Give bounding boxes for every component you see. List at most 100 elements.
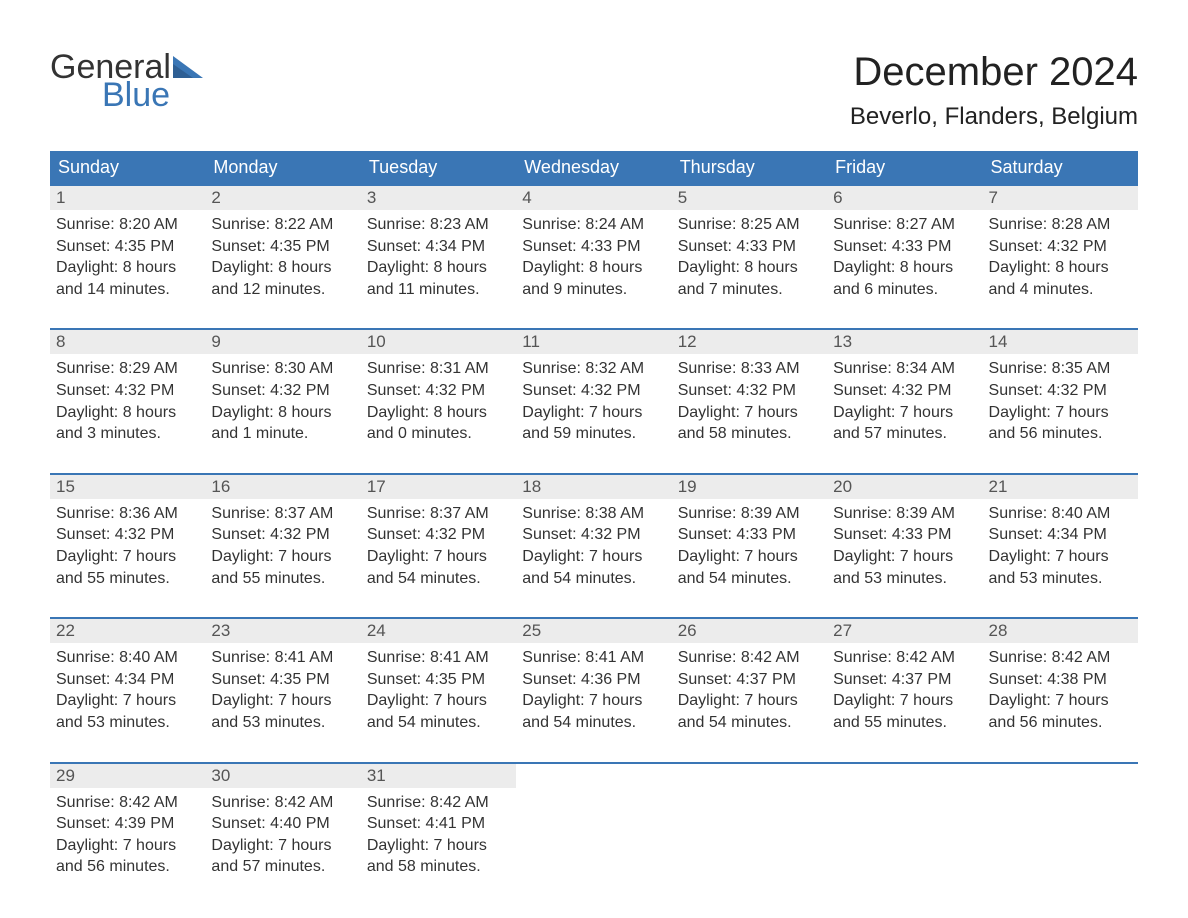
day-text: Sunrise: 8:31 AMSunset: 4:32 PMDaylight:…: [367, 354, 510, 444]
day-content-cell: Sunrise: 8:35 AMSunset: 4:32 PMDaylight:…: [983, 354, 1138, 473]
day-content-cell: Sunrise: 8:25 AMSunset: 4:33 PMDaylight:…: [672, 210, 827, 329]
day-number-cell: 11: [516, 329, 671, 354]
day-content-cell: Sunrise: 8:37 AMSunset: 4:32 PMDaylight:…: [205, 499, 360, 618]
day-number-cell: 5: [672, 185, 827, 210]
weekday-header-row: Sunday Monday Tuesday Wednesday Thursday…: [50, 151, 1138, 185]
day-content-cell: Sunrise: 8:20 AMSunset: 4:35 PMDaylight:…: [50, 210, 205, 329]
day-number-cell: 7: [983, 185, 1138, 210]
day-content-cell: Sunrise: 8:36 AMSunset: 4:32 PMDaylight:…: [50, 499, 205, 618]
day-text: Sunrise: 8:32 AMSunset: 4:32 PMDaylight:…: [522, 354, 665, 444]
day-number-cell: [827, 763, 982, 788]
day-content-cell: [983, 788, 1138, 906]
day-content-cell: Sunrise: 8:27 AMSunset: 4:33 PMDaylight:…: [827, 210, 982, 329]
day-text: Sunrise: 8:40 AMSunset: 4:34 PMDaylight:…: [56, 643, 199, 733]
daynum-row: 22232425262728: [50, 618, 1138, 643]
day-text: Sunrise: 8:39 AMSunset: 4:33 PMDaylight:…: [678, 499, 821, 589]
daynum-row: 293031: [50, 763, 1138, 788]
location: Beverlo, Flanders, Belgium: [850, 103, 1138, 131]
day-number-cell: 16: [205, 474, 360, 499]
day-content-cell: Sunrise: 8:32 AMSunset: 4:32 PMDaylight:…: [516, 354, 671, 473]
month-title: December 2024: [850, 50, 1138, 95]
day-number-cell: 10: [361, 329, 516, 354]
day-number-cell: 23: [205, 618, 360, 643]
day-content-cell: Sunrise: 8:37 AMSunset: 4:32 PMDaylight:…: [361, 499, 516, 618]
day-text: Sunrise: 8:25 AMSunset: 4:33 PMDaylight:…: [678, 210, 821, 300]
weekday-header: Tuesday: [361, 151, 516, 185]
day-content-cell: Sunrise: 8:30 AMSunset: 4:32 PMDaylight:…: [205, 354, 360, 473]
day-number-cell: 6: [827, 185, 982, 210]
weekday-header: Saturday: [983, 151, 1138, 185]
weekday-header: Sunday: [50, 151, 205, 185]
day-content-cell: Sunrise: 8:33 AMSunset: 4:32 PMDaylight:…: [672, 354, 827, 473]
day-number-cell: 25: [516, 618, 671, 643]
day-number-cell: 8: [50, 329, 205, 354]
day-text: Sunrise: 8:35 AMSunset: 4:32 PMDaylight:…: [989, 354, 1132, 444]
day-number-cell: 31: [361, 763, 516, 788]
day-content-cell: Sunrise: 8:23 AMSunset: 4:34 PMDaylight:…: [361, 210, 516, 329]
day-text: Sunrise: 8:37 AMSunset: 4:32 PMDaylight:…: [211, 499, 354, 589]
day-content-cell: Sunrise: 8:38 AMSunset: 4:32 PMDaylight:…: [516, 499, 671, 618]
day-text: Sunrise: 8:41 AMSunset: 4:35 PMDaylight:…: [367, 643, 510, 733]
day-number-cell: 13: [827, 329, 982, 354]
day-content-cell: Sunrise: 8:31 AMSunset: 4:32 PMDaylight:…: [361, 354, 516, 473]
day-number-cell: 2: [205, 185, 360, 210]
day-number-cell: 21: [983, 474, 1138, 499]
day-number-cell: 29: [50, 763, 205, 788]
day-text: Sunrise: 8:41 AMSunset: 4:36 PMDaylight:…: [522, 643, 665, 733]
day-text: Sunrise: 8:40 AMSunset: 4:34 PMDaylight:…: [989, 499, 1132, 589]
day-text: Sunrise: 8:42 AMSunset: 4:38 PMDaylight:…: [989, 643, 1132, 733]
day-content-cell: Sunrise: 8:40 AMSunset: 4:34 PMDaylight:…: [983, 499, 1138, 618]
day-content-row: Sunrise: 8:36 AMSunset: 4:32 PMDaylight:…: [50, 499, 1138, 618]
day-number-cell: 4: [516, 185, 671, 210]
day-text: Sunrise: 8:34 AMSunset: 4:32 PMDaylight:…: [833, 354, 976, 444]
day-content-cell: Sunrise: 8:41 AMSunset: 4:35 PMDaylight:…: [361, 643, 516, 762]
day-number-cell: 3: [361, 185, 516, 210]
day-content-cell: [672, 788, 827, 906]
day-content-cell: Sunrise: 8:34 AMSunset: 4:32 PMDaylight:…: [827, 354, 982, 473]
daynum-row: 1234567: [50, 185, 1138, 210]
day-content-cell: Sunrise: 8:42 AMSunset: 4:37 PMDaylight:…: [827, 643, 982, 762]
day-content-cell: Sunrise: 8:42 AMSunset: 4:38 PMDaylight:…: [983, 643, 1138, 762]
header: General Blue December 2024 Beverlo, Flan…: [50, 50, 1138, 131]
day-text: Sunrise: 8:38 AMSunset: 4:32 PMDaylight:…: [522, 499, 665, 589]
day-number-cell: 15: [50, 474, 205, 499]
daynum-row: 891011121314: [50, 329, 1138, 354]
day-content-cell: Sunrise: 8:39 AMSunset: 4:33 PMDaylight:…: [672, 499, 827, 618]
day-number-cell: 1: [50, 185, 205, 210]
day-content-cell: Sunrise: 8:28 AMSunset: 4:32 PMDaylight:…: [983, 210, 1138, 329]
day-text: Sunrise: 8:37 AMSunset: 4:32 PMDaylight:…: [367, 499, 510, 589]
day-text: Sunrise: 8:42 AMSunset: 4:37 PMDaylight:…: [833, 643, 976, 733]
day-content-row: Sunrise: 8:40 AMSunset: 4:34 PMDaylight:…: [50, 643, 1138, 762]
day-number-cell: 14: [983, 329, 1138, 354]
day-number-cell: 20: [827, 474, 982, 499]
day-text: Sunrise: 8:42 AMSunset: 4:37 PMDaylight:…: [678, 643, 821, 733]
day-number-cell: [983, 763, 1138, 788]
title-block: December 2024 Beverlo, Flanders, Belgium: [850, 50, 1138, 131]
day-content-cell: Sunrise: 8:42 AMSunset: 4:41 PMDaylight:…: [361, 788, 516, 906]
day-content-cell: Sunrise: 8:22 AMSunset: 4:35 PMDaylight:…: [205, 210, 360, 329]
day-content-cell: Sunrise: 8:29 AMSunset: 4:32 PMDaylight:…: [50, 354, 205, 473]
day-content-row: Sunrise: 8:42 AMSunset: 4:39 PMDaylight:…: [50, 788, 1138, 906]
weekday-header: Wednesday: [516, 151, 671, 185]
day-text: Sunrise: 8:41 AMSunset: 4:35 PMDaylight:…: [211, 643, 354, 733]
day-content-cell: [516, 788, 671, 906]
day-number-cell: 12: [672, 329, 827, 354]
day-number-cell: [516, 763, 671, 788]
day-number-cell: 9: [205, 329, 360, 354]
day-text: Sunrise: 8:27 AMSunset: 4:33 PMDaylight:…: [833, 210, 976, 300]
day-number-cell: 28: [983, 618, 1138, 643]
weekday-header: Friday: [827, 151, 982, 185]
day-text: Sunrise: 8:42 AMSunset: 4:40 PMDaylight:…: [211, 788, 354, 878]
day-content-cell: Sunrise: 8:40 AMSunset: 4:34 PMDaylight:…: [50, 643, 205, 762]
day-text: Sunrise: 8:23 AMSunset: 4:34 PMDaylight:…: [367, 210, 510, 300]
day-number-cell: 26: [672, 618, 827, 643]
day-number-cell: 24: [361, 618, 516, 643]
daynum-row: 15161718192021: [50, 474, 1138, 499]
day-number-cell: 19: [672, 474, 827, 499]
day-text: Sunrise: 8:42 AMSunset: 4:41 PMDaylight:…: [367, 788, 510, 878]
day-text: Sunrise: 8:24 AMSunset: 4:33 PMDaylight:…: [522, 210, 665, 300]
day-number-cell: [672, 763, 827, 788]
day-text: Sunrise: 8:33 AMSunset: 4:32 PMDaylight:…: [678, 354, 821, 444]
logo: General Blue: [50, 50, 203, 112]
day-number-cell: 22: [50, 618, 205, 643]
